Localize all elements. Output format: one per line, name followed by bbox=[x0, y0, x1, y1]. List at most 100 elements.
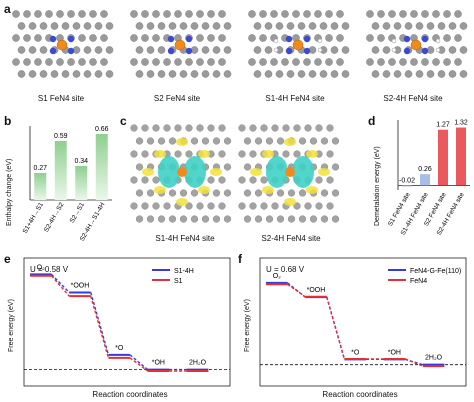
hydrogen-atom bbox=[317, 47, 323, 53]
carbon-atom bbox=[185, 202, 193, 210]
carbon-atom bbox=[336, 58, 344, 66]
density-lobe-yellow bbox=[142, 168, 154, 176]
carbon-atom bbox=[78, 58, 86, 66]
carbon-atom bbox=[253, 22, 262, 30]
carbon-atom bbox=[331, 163, 340, 171]
density-lobe-yellow bbox=[318, 168, 330, 176]
carbon-atom bbox=[152, 202, 160, 210]
hydrogen-atom bbox=[317, 38, 323, 44]
panel-e-frame bbox=[23, 257, 231, 387]
carbon-atom bbox=[437, 22, 446, 30]
carbon-atom bbox=[298, 189, 307, 197]
carbon-atom bbox=[179, 215, 188, 223]
carbon-atom bbox=[12, 58, 20, 66]
carbon-atom bbox=[287, 189, 296, 197]
charge-density-2 bbox=[238, 124, 340, 223]
panel-b-bar bbox=[34, 173, 47, 200]
carbon-atom bbox=[298, 137, 307, 145]
hydrogen-atom bbox=[435, 47, 441, 53]
panel-a-label: a bbox=[4, 2, 11, 16]
panel-e-connector bbox=[90, 292, 110, 356]
carbon-atom bbox=[326, 124, 334, 132]
carbon-atom bbox=[212, 70, 221, 78]
carbon-atom bbox=[146, 189, 155, 197]
carbon-atom bbox=[163, 58, 171, 66]
carbon-atom bbox=[292, 10, 300, 18]
panel-f-label: f bbox=[238, 252, 242, 266]
carbon-atom bbox=[78, 10, 86, 18]
panel-b-bar-value: 0.34 bbox=[74, 158, 88, 165]
carbon-atom bbox=[331, 189, 340, 197]
hydrogen-atom bbox=[273, 47, 279, 53]
panel-f-step-label: O₂ bbox=[273, 273, 281, 280]
carbon-atom bbox=[212, 137, 221, 145]
nitrogen-atom bbox=[185, 47, 193, 55]
carbon-atom bbox=[130, 58, 138, 66]
carbon-atom bbox=[330, 46, 339, 54]
carbon-atom bbox=[276, 137, 285, 145]
carbon-atom bbox=[320, 215, 329, 223]
carbon-atom bbox=[341, 46, 350, 54]
carbon-atom bbox=[135, 189, 144, 197]
panel-f-connector bbox=[287, 283, 306, 298]
carbon-atom bbox=[371, 46, 380, 54]
carbon-atom bbox=[415, 22, 424, 30]
density-lobe-yellow bbox=[284, 198, 296, 206]
density-lobe-yellow bbox=[262, 186, 274, 194]
carbon-atom bbox=[61, 22, 70, 30]
carbon-atom bbox=[404, 22, 413, 30]
lattice-2 bbox=[130, 10, 232, 78]
carbon-atom bbox=[67, 58, 75, 66]
carbon-atom bbox=[78, 34, 86, 42]
carbon-atom bbox=[130, 34, 138, 42]
panel-d-bar bbox=[438, 129, 448, 186]
panel-f-legend-label: FeN4 bbox=[410, 278, 427, 285]
carbon-atom bbox=[315, 124, 323, 132]
carbon-atom bbox=[212, 22, 221, 30]
panel-b-bar-value: 0.66 bbox=[95, 126, 109, 133]
carbon-atom bbox=[331, 137, 340, 145]
carbon-atom bbox=[141, 150, 149, 158]
carbon-atom bbox=[320, 137, 329, 145]
carbon-atom bbox=[185, 150, 193, 158]
carbon-atom bbox=[201, 70, 210, 78]
density-lobe-cyan bbox=[184, 156, 206, 188]
carbon-atom bbox=[325, 10, 333, 18]
carbon-atom bbox=[243, 189, 252, 197]
carbon-atom bbox=[168, 137, 177, 145]
carbon-atom bbox=[218, 150, 226, 158]
panel-f-xlabel: Reaction coordinates bbox=[322, 390, 398, 399]
carbon-atom bbox=[264, 46, 273, 54]
carbon-atom bbox=[270, 10, 278, 18]
carbon-atom bbox=[454, 10, 462, 18]
panel-d-bar-value: 1.27 bbox=[436, 122, 450, 129]
panel-e-legend-label: S1 bbox=[174, 278, 183, 285]
panel-b-bar bbox=[54, 141, 67, 200]
carbon-atom bbox=[330, 22, 339, 30]
carbon-atom bbox=[259, 58, 267, 66]
carbon-atom bbox=[238, 176, 246, 184]
carbon-atom bbox=[157, 137, 166, 145]
carbon-atom bbox=[12, 34, 20, 42]
nitrogen-atom bbox=[49, 35, 57, 43]
density-lobe-yellow bbox=[176, 198, 188, 206]
carbon-atom bbox=[293, 150, 301, 158]
carbon-atom bbox=[254, 215, 263, 223]
carbon-atom bbox=[163, 202, 171, 210]
carbon-atom bbox=[152, 10, 160, 18]
carbon-atom bbox=[157, 70, 166, 78]
carbon-atom bbox=[168, 189, 177, 197]
carbon-atom bbox=[426, 70, 435, 78]
carbon-atom bbox=[105, 70, 114, 78]
carbon-atom bbox=[309, 215, 318, 223]
panel-e-step-label: *O bbox=[115, 345, 124, 352]
carbon-atom bbox=[238, 202, 246, 210]
site-caption-1: S1 FeN4 site bbox=[37, 94, 85, 103]
density-lobe-cyan bbox=[158, 156, 180, 188]
carbon-atom bbox=[83, 22, 92, 30]
density-lobe-yellow bbox=[154, 186, 166, 194]
carbon-atom bbox=[28, 46, 37, 54]
carbon-atom bbox=[83, 70, 92, 78]
carbon-atom bbox=[212, 46, 221, 54]
